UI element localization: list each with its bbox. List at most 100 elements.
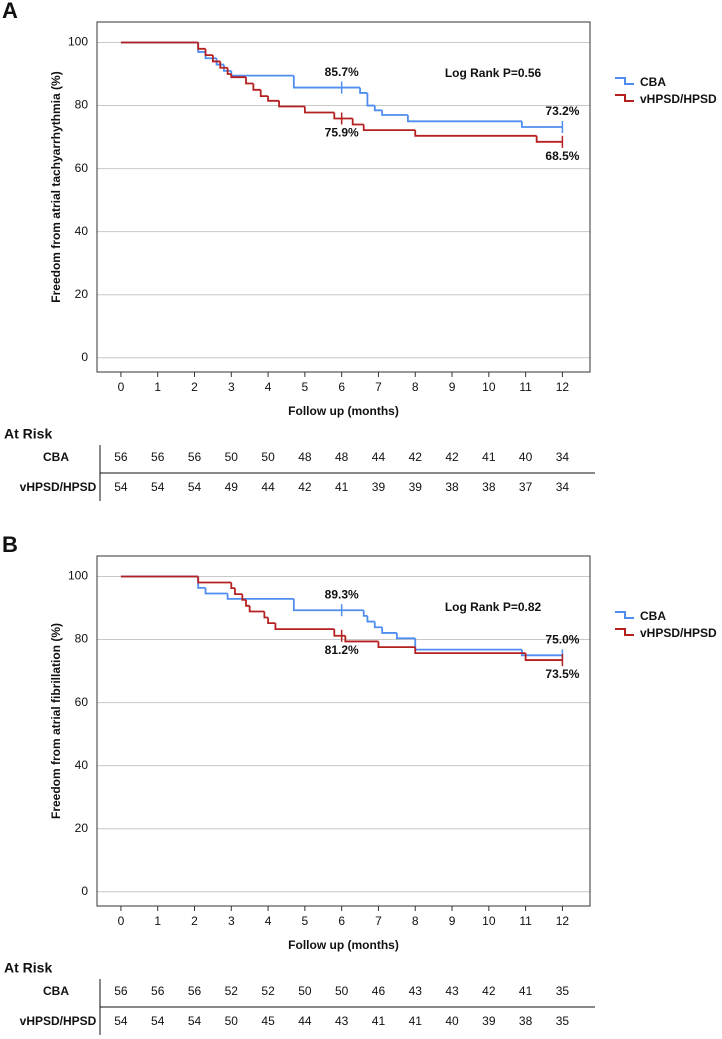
x-tick-label: 7	[375, 380, 382, 394]
at-risk-value: 39	[409, 480, 423, 494]
row-name: CBA	[43, 450, 69, 464]
at-risk-value: 50	[261, 450, 275, 464]
survival-step	[362, 610, 368, 617]
x-tick-label: 10	[482, 380, 496, 394]
survival-step	[521, 121, 563, 128]
at-risk-value: 54	[188, 480, 202, 494]
survival-step	[362, 124, 416, 132]
survival-step	[263, 611, 269, 619]
panel-label: B	[2, 532, 18, 557]
at-risk-value: 34	[556, 450, 570, 464]
survival-step	[211, 55, 221, 63]
x-tick-label: 8	[412, 380, 419, 394]
at-risk-value: 43	[335, 1014, 349, 1028]
at-risk-value: 42	[409, 450, 423, 464]
survival-step	[204, 48, 213, 57]
survival-step	[241, 594, 247, 601]
at-risk-title: At Risk	[4, 426, 52, 442]
y-tick-label: 20	[75, 287, 89, 301]
survival-step	[414, 647, 526, 655]
y-tick-label: 0	[81, 884, 88, 898]
survival-step	[373, 621, 383, 629]
legend-swatch	[615, 611, 634, 619]
survival-step	[226, 67, 232, 75]
legend-swatch	[615, 94, 634, 102]
x-tick-label: 10	[482, 914, 496, 928]
at-risk-value: 48	[298, 450, 312, 464]
survival-step	[377, 641, 416, 649]
at-risk-value: 41	[335, 480, 349, 494]
survival-step	[292, 75, 361, 89]
row-name: vHPSD/HPSD	[20, 1014, 97, 1028]
at-risk-value: 40	[519, 450, 533, 464]
survival-step	[274, 623, 335, 631]
survival-step	[230, 70, 294, 77]
survival-step	[303, 106, 335, 114]
survival-step	[381, 110, 408, 116]
plot-frame	[96, 21, 591, 373]
at-risk-value: 38	[445, 480, 459, 494]
x-tick-label: 4	[265, 380, 272, 394]
at-risk-value: 40	[445, 1014, 459, 1028]
at-risk-value: 44	[261, 480, 275, 494]
survival-step	[373, 105, 383, 112]
survival-step	[351, 118, 364, 126]
survival-step	[395, 632, 416, 640]
x-tick-label: 1	[154, 380, 161, 394]
survival-step	[230, 74, 247, 79]
censor-label: 68.5%	[545, 149, 579, 163]
at-risk-value: 56	[151, 450, 165, 464]
y-tick-label: 60	[75, 161, 89, 175]
at-risk-value: 50	[225, 1014, 239, 1028]
censor-label: 73.2%	[545, 104, 579, 118]
x-axis-label: Follow up (months)	[288, 938, 399, 952]
y-tick-label: 80	[75, 632, 89, 646]
x-tick-label: 5	[302, 914, 309, 928]
x-tick-label: 12	[556, 914, 570, 928]
at-risk-value: 41	[519, 984, 533, 998]
at-risk-value: 39	[372, 480, 386, 494]
survival-step	[204, 587, 228, 595]
survival-step	[381, 627, 397, 634]
at-risk-value: 44	[298, 1014, 312, 1028]
survival-step	[230, 582, 235, 590]
x-tick-label: 11	[519, 380, 532, 394]
at-risk-value: 37	[519, 480, 533, 494]
x-tick-label: 0	[118, 380, 125, 394]
survival-step	[267, 96, 280, 102]
annotation: Log Rank P=0.82	[445, 600, 542, 614]
survival-step	[521, 649, 563, 657]
x-tick-label: 3	[228, 380, 235, 394]
legend-label: CBA	[640, 609, 666, 623]
at-risk-value: 35	[556, 984, 570, 998]
y-tick-label: 20	[75, 821, 89, 835]
at-risk-value: 42	[445, 450, 459, 464]
at-risk-value: 49	[225, 480, 239, 494]
survival-step	[245, 599, 250, 607]
at-risk-value: 52	[225, 984, 239, 998]
at-risk-value: 38	[519, 1014, 533, 1028]
annotation: Log Rank P=0.56	[445, 66, 542, 80]
x-tick-label: 6	[338, 914, 345, 928]
survival-step	[333, 629, 346, 637]
survival-step	[223, 64, 232, 72]
survival-step	[406, 115, 522, 123]
at-risk-value: 41	[482, 450, 496, 464]
at-risk-value: 34	[556, 480, 570, 494]
censor-label: 89.3%	[325, 587, 359, 601]
survival-step	[252, 83, 261, 91]
at-risk-value: 54	[114, 480, 128, 494]
at-risk-value: 44	[372, 450, 386, 464]
survival-step	[333, 112, 353, 120]
x-tick-label: 11	[519, 914, 532, 928]
censor-label: 85.7%	[325, 65, 359, 79]
x-tick-label: 6	[338, 380, 345, 394]
x-tick-label: 1	[154, 914, 161, 928]
survival-step	[535, 135, 563, 143]
at-risk-value: 56	[188, 450, 202, 464]
censor-label: 75.9%	[325, 126, 359, 140]
at-risk-value: 56	[114, 450, 128, 464]
x-tick-label: 7	[375, 914, 382, 928]
x-tick-label: 2	[191, 914, 198, 928]
at-risk-value: 41	[372, 1014, 386, 1028]
